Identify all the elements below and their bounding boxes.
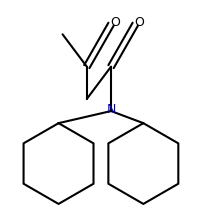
Text: O: O — [110, 16, 120, 29]
Text: O: O — [134, 16, 144, 29]
Text: N: N — [106, 103, 116, 116]
